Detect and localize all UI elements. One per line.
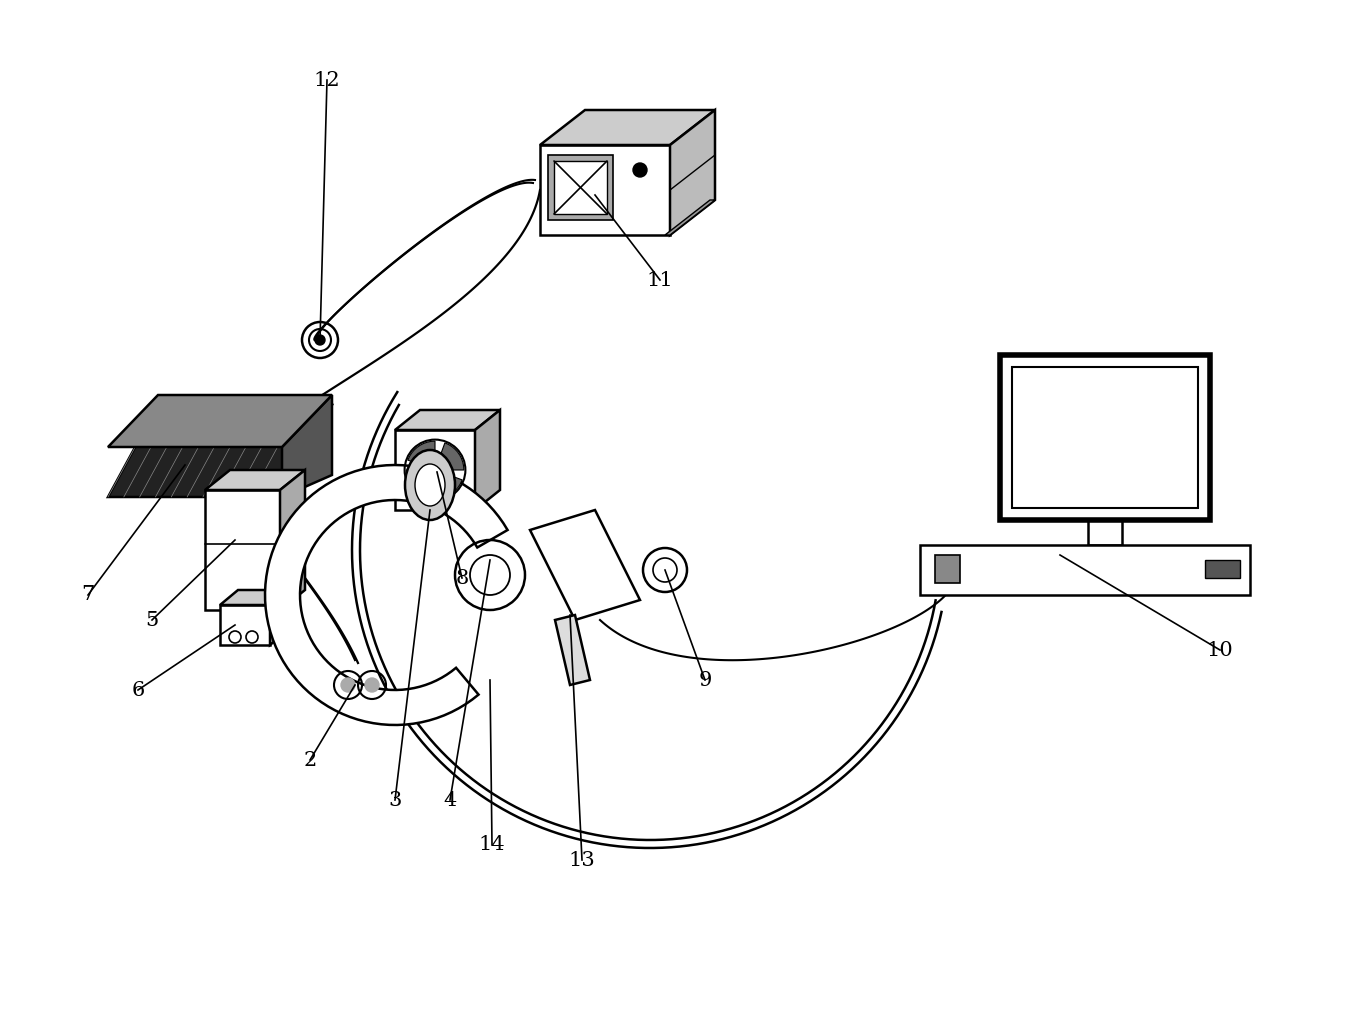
Polygon shape: [220, 605, 270, 645]
Polygon shape: [475, 410, 500, 510]
Polygon shape: [270, 590, 288, 645]
Ellipse shape: [406, 450, 456, 520]
Bar: [1013, 367, 1198, 508]
Circle shape: [315, 335, 324, 345]
Circle shape: [633, 163, 648, 177]
Bar: [1000, 355, 1210, 520]
Polygon shape: [220, 590, 288, 605]
Polygon shape: [108, 395, 333, 447]
Ellipse shape: [415, 464, 445, 506]
Text: 13: 13: [569, 850, 595, 870]
Text: 14: 14: [479, 836, 506, 854]
Polygon shape: [665, 200, 715, 234]
Text: 3: 3: [388, 790, 402, 810]
Polygon shape: [530, 510, 639, 620]
Polygon shape: [395, 430, 475, 510]
Text: 11: 11: [646, 271, 673, 289]
Text: 9: 9: [699, 670, 711, 689]
Polygon shape: [554, 161, 607, 214]
Bar: [936, 555, 960, 583]
Text: 5: 5: [146, 611, 158, 629]
Circle shape: [365, 678, 379, 692]
Polygon shape: [539, 145, 671, 234]
Text: 7: 7: [81, 586, 95, 604]
Circle shape: [431, 466, 438, 474]
Polygon shape: [108, 405, 333, 497]
Polygon shape: [435, 474, 462, 499]
Bar: [919, 545, 1251, 595]
Polygon shape: [408, 441, 435, 466]
Polygon shape: [671, 109, 715, 234]
Polygon shape: [206, 470, 306, 490]
Bar: [1205, 560, 1240, 578]
Polygon shape: [280, 470, 306, 611]
Polygon shape: [556, 615, 589, 685]
Text: 6: 6: [131, 681, 145, 699]
Text: 10: 10: [1206, 640, 1233, 659]
Polygon shape: [539, 109, 715, 145]
Polygon shape: [439, 443, 464, 470]
Text: 12: 12: [314, 70, 341, 90]
Polygon shape: [265, 465, 507, 725]
Text: 2: 2: [303, 751, 316, 770]
Polygon shape: [395, 410, 500, 430]
Circle shape: [341, 678, 356, 692]
Polygon shape: [206, 490, 280, 611]
Polygon shape: [406, 470, 431, 497]
Text: 4: 4: [443, 790, 457, 810]
Polygon shape: [283, 395, 333, 497]
Text: 8: 8: [456, 568, 469, 588]
Polygon shape: [548, 155, 612, 220]
